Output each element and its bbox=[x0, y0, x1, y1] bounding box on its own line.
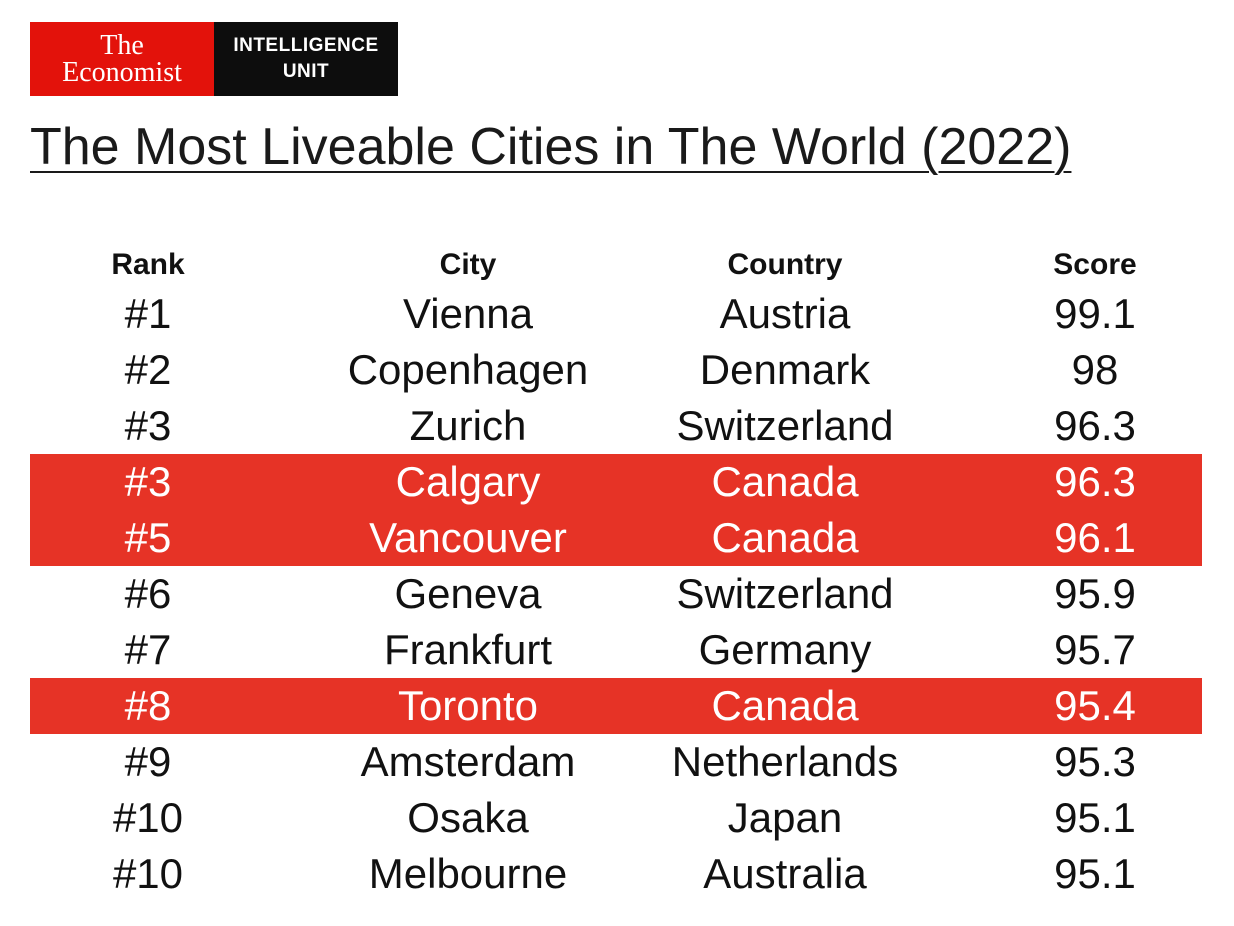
city-cell: Melbourne bbox=[368, 850, 568, 897]
table-row: #2 Copenhagen Denmark 98 bbox=[30, 342, 1202, 398]
table-row: #3 Zurich Switzerland 96.3 bbox=[30, 398, 1202, 454]
country-cell: Canada bbox=[711, 458, 859, 505]
country-cell: Australia bbox=[703, 850, 867, 897]
table-row: #3 Calgary Canada 96.3 bbox=[30, 454, 1202, 510]
country-cell: Canada bbox=[711, 682, 859, 729]
city-cell: Geneva bbox=[394, 570, 542, 617]
rank-cell: #9 bbox=[124, 738, 172, 785]
table-row: #5 Vancouver Canada 96.1 bbox=[30, 510, 1202, 566]
column-header-country: Country bbox=[727, 248, 843, 281]
score-cell: 95.1 bbox=[1054, 794, 1136, 841]
country-cell: Austria bbox=[719, 290, 851, 337]
score-cell: 96.3 bbox=[1054, 458, 1136, 505]
score-cell: 95.1 bbox=[1054, 850, 1136, 897]
country-cell: Germany bbox=[698, 626, 872, 673]
country-cell: Netherlands bbox=[671, 738, 899, 785]
city-cell: Copenhagen bbox=[347, 346, 589, 393]
country-cell: Denmark bbox=[699, 346, 871, 393]
rank-cell: #2 bbox=[124, 346, 172, 393]
rank-cell: #10 bbox=[112, 850, 184, 897]
rank-cell: #6 bbox=[124, 570, 172, 617]
column-header-city: City bbox=[439, 248, 497, 281]
country-cell: Canada bbox=[711, 514, 859, 561]
rank-cell: #8 bbox=[124, 682, 172, 729]
rank-cell: #3 bbox=[124, 402, 172, 449]
table-header-row: Rank City Country Score bbox=[30, 236, 1202, 286]
score-cell: 95.3 bbox=[1054, 738, 1136, 785]
city-cell: Toronto bbox=[397, 682, 539, 729]
score-cell: 95.7 bbox=[1054, 626, 1136, 673]
table-row: #10 Osaka Japan 95.1 bbox=[30, 790, 1202, 846]
intelligence-unit-logo: INTELLIGENCE UNIT bbox=[214, 22, 398, 96]
city-cell: Vienna bbox=[402, 290, 534, 337]
rank-cell: #3 bbox=[124, 458, 172, 505]
rank-cell: #5 bbox=[124, 514, 172, 561]
table-row: #10 Melbourne Australia 95.1 bbox=[30, 846, 1202, 902]
city-cell: Calgary bbox=[395, 458, 541, 505]
logo-word-economist: Economist bbox=[62, 57, 182, 88]
score-cell: 96.1 bbox=[1054, 514, 1136, 561]
logo-word-the: The bbox=[100, 30, 144, 61]
score-cell: 95.4 bbox=[1054, 682, 1136, 729]
city-cell: Osaka bbox=[407, 794, 529, 841]
table-row: #6 Geneva Switzerland 95.9 bbox=[30, 566, 1202, 622]
page-title: The Most Liveable Cities in The World (2… bbox=[30, 118, 1072, 176]
score-cell: 98 bbox=[1071, 346, 1119, 393]
city-cell: Zurich bbox=[409, 402, 527, 449]
country-cell: Switzerland bbox=[676, 402, 894, 449]
table-row: #9 Amsterdam Netherlands 95.3 bbox=[30, 734, 1202, 790]
economist-intelligence-unit-logo: The Economist INTELLIGENCE UNIT bbox=[30, 22, 398, 96]
economist-logo: The Economist bbox=[30, 22, 214, 96]
column-header-rank: Rank bbox=[111, 248, 185, 281]
rank-cell: #10 bbox=[112, 794, 184, 841]
rank-cell: #7 bbox=[124, 626, 172, 673]
logo-word-unit: UNIT bbox=[282, 61, 330, 82]
table-row: #7 Frankfurt Germany 95.7 bbox=[30, 622, 1202, 678]
table-body: #1 Vienna Austria 99.1 #2 Copenhagen Denmark 98… bbox=[30, 286, 1202, 902]
table-row: #1 Vienna Austria 99.1 bbox=[30, 286, 1202, 342]
city-cell: Amsterdam bbox=[360, 738, 576, 785]
table-row: #8 Toronto Canada 95.4 bbox=[30, 678, 1202, 734]
country-cell: Switzerland bbox=[676, 570, 894, 617]
country-cell: Japan bbox=[727, 794, 843, 841]
city-cell: Frankfurt bbox=[383, 626, 553, 673]
score-cell: 95.9 bbox=[1054, 570, 1136, 617]
score-cell: 96.3 bbox=[1054, 402, 1136, 449]
city-cell: Vancouver bbox=[369, 514, 567, 561]
rank-cell: #1 bbox=[124, 290, 172, 337]
logo-word-intelligence: INTELLIGENCE bbox=[233, 35, 379, 56]
rankings-table: Rank City Country Score #1 Vienna Austria 9… bbox=[30, 236, 1202, 902]
column-header-score: Score bbox=[1053, 248, 1137, 281]
score-cell: 99.1 bbox=[1054, 290, 1136, 337]
